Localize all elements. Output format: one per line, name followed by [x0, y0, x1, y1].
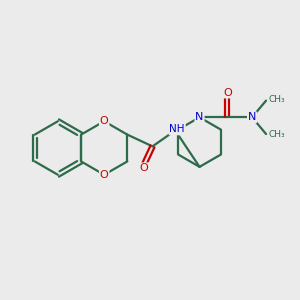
Text: N: N: [248, 112, 256, 122]
Text: N: N: [195, 112, 204, 122]
Text: CH₃: CH₃: [268, 95, 285, 104]
Text: O: O: [100, 116, 109, 126]
Text: CH₃: CH₃: [268, 130, 285, 140]
Text: NH: NH: [169, 124, 185, 134]
Text: O: O: [100, 170, 109, 180]
Text: O: O: [223, 88, 232, 98]
Text: O: O: [140, 163, 148, 173]
